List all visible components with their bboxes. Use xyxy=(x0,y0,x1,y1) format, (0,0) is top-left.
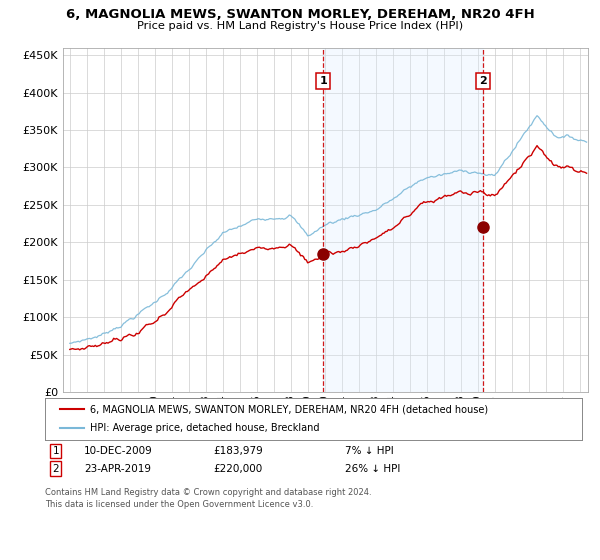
Text: 6, MAGNOLIA MEWS, SWANTON MORLEY, DEREHAM, NR20 4FH (detached house): 6, MAGNOLIA MEWS, SWANTON MORLEY, DEREHA… xyxy=(90,404,488,414)
Text: 6, MAGNOLIA MEWS, SWANTON MORLEY, DEREHAM, NR20 4FH: 6, MAGNOLIA MEWS, SWANTON MORLEY, DEREHA… xyxy=(65,8,535,21)
Text: 1: 1 xyxy=(52,446,59,456)
Text: 10-DEC-2009: 10-DEC-2009 xyxy=(84,446,153,456)
Text: 2: 2 xyxy=(479,76,487,86)
Text: HPI: Average price, detached house, Breckland: HPI: Average price, detached house, Brec… xyxy=(90,423,320,433)
Text: 26% ↓ HPI: 26% ↓ HPI xyxy=(345,464,400,474)
Text: Contains HM Land Registry data © Crown copyright and database right 2024.: Contains HM Land Registry data © Crown c… xyxy=(45,488,371,497)
Text: This data is licensed under the Open Government Licence v3.0.: This data is licensed under the Open Gov… xyxy=(45,500,313,508)
Text: Price paid vs. HM Land Registry's House Price Index (HPI): Price paid vs. HM Land Registry's House … xyxy=(137,21,463,31)
Text: 1: 1 xyxy=(319,76,327,86)
Text: 23-APR-2019: 23-APR-2019 xyxy=(84,464,151,474)
Text: 7% ↓ HPI: 7% ↓ HPI xyxy=(345,446,394,456)
Text: 2: 2 xyxy=(52,464,59,474)
Bar xyxy=(323,48,483,392)
Text: £220,000: £220,000 xyxy=(213,464,262,474)
Text: £183,979: £183,979 xyxy=(213,446,263,456)
